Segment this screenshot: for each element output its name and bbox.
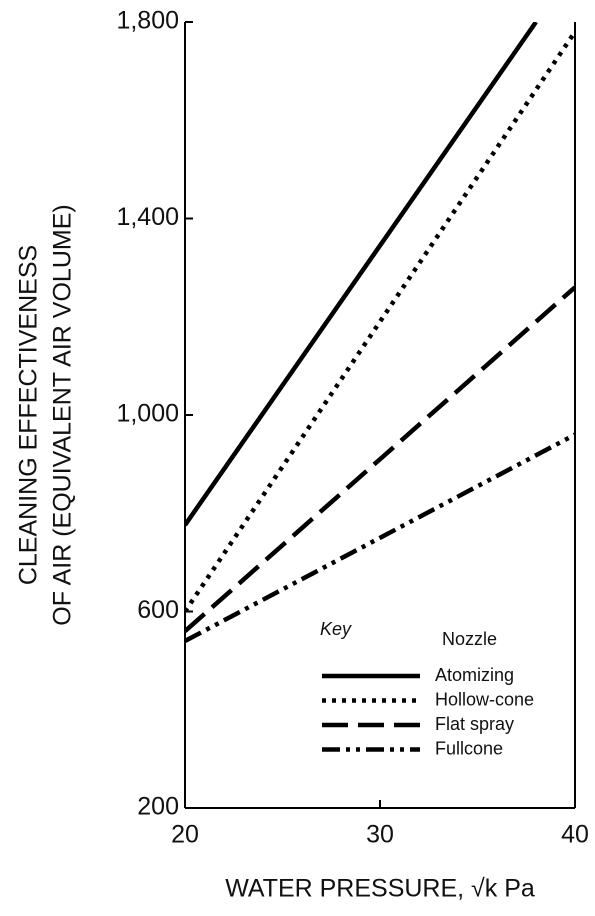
series-line — [185, 22, 538, 527]
legend-label: Flat spray — [435, 714, 514, 734]
x-tick-label: 40 — [561, 821, 589, 849]
y-axis-label: OF AIR (EQUIVALENT AIR VOLUME) — [49, 204, 77, 625]
legend-label: Fullcone — [435, 738, 503, 758]
legend-title: Key — [320, 619, 352, 639]
x-axis-label: WATER PRESSURE, √k Pa — [225, 875, 535, 903]
x-tick-label: 20 — [171, 821, 199, 849]
y-tick-label: 1,800 — [116, 7, 179, 35]
series-line — [185, 285, 575, 633]
y-tick-label: 600 — [137, 596, 179, 624]
y-axis-label: CLEANING EFFECTIVENESS — [15, 245, 43, 585]
y-tick-label: 1,400 — [116, 203, 179, 231]
legend-label: Hollow-cone — [435, 689, 534, 709]
series-line — [185, 432, 575, 643]
y-tick-label: 200 — [137, 793, 179, 821]
legend-header: Nozzle — [442, 629, 497, 649]
series-line — [185, 30, 575, 613]
x-tick-label: 30 — [366, 821, 394, 849]
legend-label: Atomizing — [435, 665, 514, 685]
y-tick-label: 1,000 — [116, 400, 179, 428]
